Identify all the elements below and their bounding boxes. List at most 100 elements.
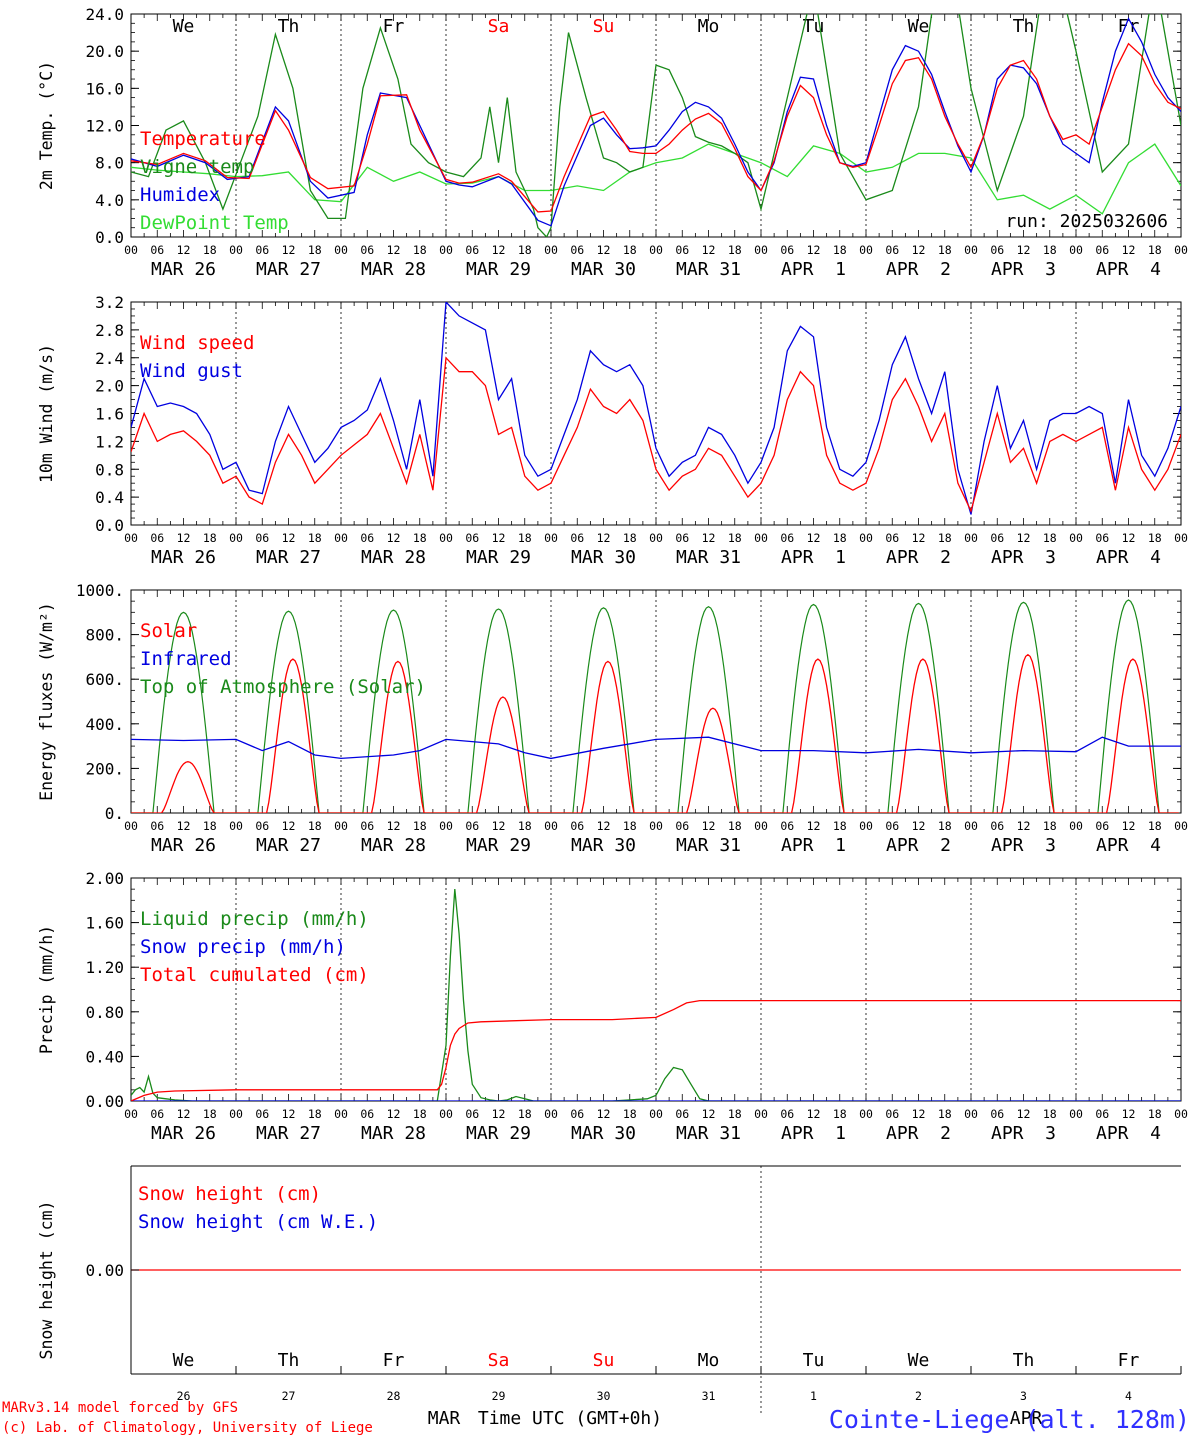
hour-tick-label: 18 — [728, 243, 742, 257]
day-label: Fr — [383, 16, 405, 37]
date-label: APR 1 — [781, 259, 846, 280]
hour-tick-label: 06 — [885, 819, 899, 833]
date-label: MAR 27 — [256, 547, 321, 568]
day-number: 31 — [702, 1389, 716, 1403]
day-label: We — [908, 1350, 930, 1371]
date-label: APR 4 — [1096, 835, 1161, 856]
y-tick-label: 0.0 — [95, 516, 124, 535]
y-tick-label: 2.0 — [95, 377, 124, 396]
date-label: APR 3 — [991, 259, 1056, 280]
hour-tick-label: 06 — [360, 1107, 374, 1121]
hour-tick-label: 06 — [990, 1107, 1004, 1121]
hour-tick-label: 06 — [570, 531, 584, 545]
y-tick-label: 800. — [85, 626, 124, 645]
hour-tick-label: 18 — [203, 243, 217, 257]
day-label: Su — [593, 1350, 615, 1371]
hour-tick-label: 18 — [308, 243, 322, 257]
hour-tick-label: 06 — [675, 243, 689, 257]
date-label: APR 3 — [991, 1123, 1056, 1144]
hour-tick-label: 00 — [544, 243, 558, 257]
legend-item: Snow height (cm W.E.) — [138, 1211, 378, 1233]
hour-tick-label: 12 — [387, 531, 401, 545]
hour-tick-label: 18 — [833, 243, 847, 257]
date-label: MAR 27 — [256, 835, 321, 856]
legend-item: Temperature — [140, 128, 266, 150]
hour-tick-label: 06 — [780, 819, 794, 833]
hour-tick-label: 12 — [912, 243, 926, 257]
date-label: MAR 28 — [361, 259, 426, 280]
hour-tick-label: 00 — [964, 1107, 978, 1121]
hour-tick-label: 00 — [544, 819, 558, 833]
hour-tick-label: 06 — [465, 1107, 479, 1121]
wind-speed-line — [131, 356, 1181, 513]
hour-tick-label: 12 — [807, 1107, 821, 1121]
hour-tick-label: 18 — [623, 819, 637, 833]
hour-tick-label: 12 — [492, 243, 506, 257]
date-label: MAR 27 — [256, 1123, 321, 1144]
hour-tick-label: 12 — [387, 819, 401, 833]
hour-tick-label: 00 — [439, 1107, 453, 1121]
month-label-mar: MAR — [428, 1408, 461, 1429]
date-label: MAR 31 — [676, 1123, 741, 1144]
hour-tick-label: 00 — [229, 1107, 243, 1121]
hour-tick-label: 18 — [623, 1107, 637, 1121]
date-label: MAR 29 — [466, 1123, 531, 1144]
hour-tick-label: 12 — [597, 1107, 611, 1121]
day-label: We — [173, 16, 195, 37]
hour-tick-label: 06 — [780, 1107, 794, 1121]
date-label: MAR 29 — [466, 835, 531, 856]
y-tick-label: 24.0 — [85, 5, 124, 24]
legend-item: Liquid precip (mm/h) — [140, 908, 369, 930]
hour-tick-label: 12 — [807, 243, 821, 257]
dewpoint-line — [131, 143, 1181, 215]
hour-tick-label: 06 — [885, 243, 899, 257]
hour-tick-label: 12 — [597, 243, 611, 257]
hour-tick-label: 12 — [912, 819, 926, 833]
hour-tick-label: 06 — [675, 1107, 689, 1121]
hour-tick-label: 12 — [492, 531, 506, 545]
y-tick-label: 16.0 — [85, 79, 124, 98]
hour-tick-label: 00 — [124, 531, 138, 545]
temperature-line — [131, 42, 1181, 213]
date-label: MAR 30 — [571, 547, 636, 568]
toa-solar-line — [131, 599, 1179, 813]
day-number: 27 — [282, 1389, 296, 1403]
date-label: APR 4 — [1096, 1123, 1161, 1144]
hour-tick-label: 12 — [177, 531, 191, 545]
hour-tick-label: 00 — [649, 531, 663, 545]
hour-tick-label: 12 — [177, 243, 191, 257]
hour-tick-label: 06 — [255, 531, 269, 545]
hour-tick-label: 06 — [675, 819, 689, 833]
hour-tick-label: 00 — [1174, 531, 1188, 545]
hour-tick-label: 12 — [912, 531, 926, 545]
y-axis-label: 10m Wind (m/s) — [37, 344, 56, 483]
legend-item: Wind gust — [140, 360, 243, 382]
y-tick-label: 0.0 — [95, 228, 124, 247]
hour-tick-label: 18 — [938, 243, 952, 257]
hour-tick-label: 06 — [360, 243, 374, 257]
hour-tick-label: 12 — [1017, 531, 1031, 545]
date-label: MAR 28 — [361, 547, 426, 568]
hour-tick-label: 12 — [1122, 531, 1136, 545]
hour-tick-label: 06 — [570, 1107, 584, 1121]
hour-tick-label: 00 — [1069, 531, 1083, 545]
hour-tick-label: 00 — [1174, 819, 1188, 833]
date-label: MAR 29 — [466, 259, 531, 280]
hour-tick-label: 00 — [1069, 1107, 1083, 1121]
y-tick-label: 0.4 — [95, 488, 124, 507]
hour-tick-label: 12 — [387, 1107, 401, 1121]
y-axis-label: 2m Temp. (°C) — [37, 61, 56, 190]
month-label-apr: APR — [1010, 1408, 1043, 1429]
hour-tick-label: 12 — [177, 1107, 191, 1121]
hour-tick-label: 12 — [282, 243, 296, 257]
hour-tick-label: 18 — [413, 819, 427, 833]
hour-tick-label: 18 — [1043, 1107, 1057, 1121]
day-label: Sa — [488, 16, 510, 37]
hour-tick-label: 00 — [1174, 1107, 1188, 1121]
day-label: Fr — [383, 1350, 405, 1371]
date-label: APR 1 — [781, 547, 846, 568]
station-label: Cointe-Liege (alt. 128m) — [829, 1405, 1190, 1434]
hour-tick-label: 00 — [334, 531, 348, 545]
date-label: APR 2 — [886, 835, 951, 856]
hour-tick-label: 12 — [282, 819, 296, 833]
